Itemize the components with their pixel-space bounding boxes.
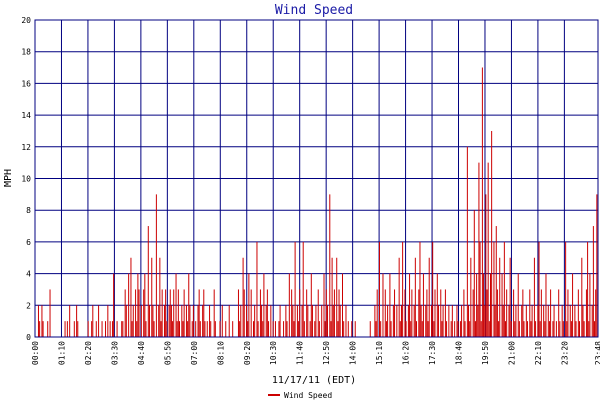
legend: Wind Speed: [268, 391, 332, 400]
wind-speed-series: [37, 67, 599, 337]
x-tick-label: 04:40: [137, 341, 146, 365]
x-tick-label: 05:50: [163, 341, 172, 365]
x-tick-label: 21:00: [507, 341, 516, 365]
x-tick-label: 23:20: [560, 341, 569, 365]
x-tick-label: 01:10: [57, 341, 66, 365]
x-tick-label: 19:50: [481, 341, 490, 365]
y-tick-label: 4: [26, 270, 31, 279]
y-tick-label: 16: [21, 79, 31, 88]
x-tick-label: 09:20: [243, 341, 252, 365]
x-tick-label: 23:48: [594, 341, 600, 365]
x-tick-label: 15:10: [375, 341, 384, 365]
y-tick-labels: 0 2 4 6 8 10 12 14 16 18 20: [21, 16, 31, 342]
y-tick-label: 2: [26, 301, 31, 310]
x-tick-label: 03:30: [110, 341, 119, 365]
y-tick-label: 6: [26, 238, 31, 247]
x-tick-label: 18:40: [455, 341, 464, 365]
y-tick-label: 8: [26, 206, 31, 215]
y-tick-label: 18: [21, 48, 31, 57]
x-tick-label: 00:00: [31, 341, 40, 365]
x-tick-label: 16:20: [402, 341, 411, 365]
y-tick-label: 12: [21, 143, 31, 152]
y-tick-label: 0: [26, 333, 31, 342]
x-tick-label: 22:10: [534, 341, 543, 365]
y-tick-label: 14: [21, 111, 31, 120]
y-tick-label: 10: [21, 175, 31, 184]
y-axis-label: MPH: [3, 169, 14, 187]
x-axis-label: 11/17/11 (EDT): [272, 375, 356, 386]
x-tick-labels: 00:00 01:10 02:20 03:30 04:40 05:50 07:00 08:10…: [31, 341, 600, 365]
legend-label: Wind Speed: [284, 391, 332, 400]
x-tick-label: 10:30: [269, 341, 278, 365]
y-tick-label: 20: [21, 16, 31, 25]
x-tick-label: 17:30: [428, 341, 437, 365]
x-tick-label: 11:40: [296, 341, 305, 365]
x-tick-label: 08:10: [216, 341, 225, 365]
x-tick-label: 12:50: [322, 341, 331, 365]
x-tick-label: 02:20: [84, 341, 93, 365]
plot-frame: [34, 19, 599, 338]
chart-title: Wind Speed: [275, 3, 353, 18]
x-tick-label: 07:00: [190, 341, 199, 365]
x-tick-label: 14:00: [349, 341, 358, 365]
